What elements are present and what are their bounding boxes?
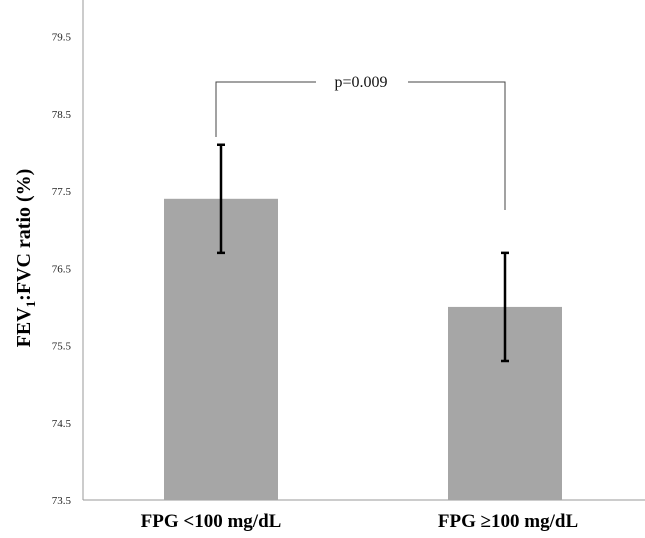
category-label-2: FPG ≥100 mg/dL bbox=[438, 511, 578, 532]
y-tick-label: 78.5 bbox=[52, 109, 72, 121]
category-label-1: FPG <100 mg/dL bbox=[141, 511, 282, 532]
bracket-left bbox=[215, 81, 316, 137]
y-axis-label: FEV1:FVC ratio (%) bbox=[13, 169, 38, 348]
y-ticks: 73.5 74.5 75.5 76.5 77.5 78.5 79.5 bbox=[52, 32, 72, 507]
y-tick-label: 79.5 bbox=[52, 32, 72, 44]
bars bbox=[164, 198, 562, 501]
y-axis-label-main: FEV bbox=[13, 307, 35, 348]
p-value-label: p=0.009 bbox=[334, 74, 387, 91]
y-tick-label: 77.5 bbox=[52, 186, 72, 198]
y-tick-label: 76.5 bbox=[52, 263, 72, 275]
y-tick-label: 74.5 bbox=[52, 418, 72, 430]
error-bar-1 bbox=[217, 143, 225, 255]
bracket-right bbox=[408, 81, 506, 210]
y-tick-label: 73.5 bbox=[52, 495, 72, 507]
y-axis-label-subscript: 1 bbox=[23, 301, 38, 308]
y-axis-label-rest: :FVC ratio (%) bbox=[13, 169, 35, 301]
y-tick-label: 75.5 bbox=[52, 341, 72, 353]
significance-bracket: p=0.009 bbox=[215, 74, 506, 210]
error-bars bbox=[217, 143, 509, 363]
error-bar-2 bbox=[501, 251, 509, 363]
